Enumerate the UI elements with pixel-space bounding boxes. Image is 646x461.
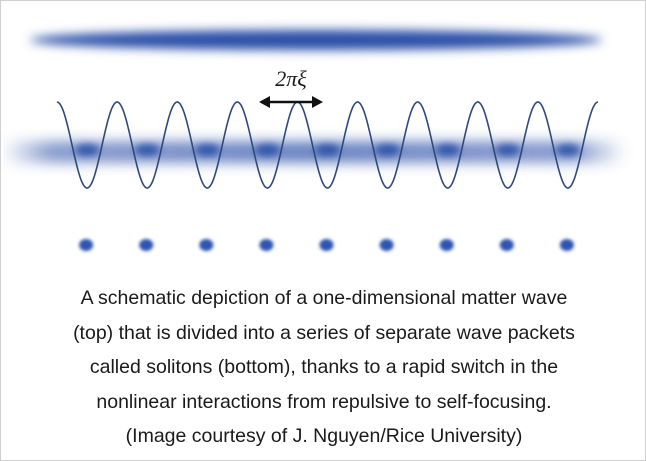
matter-wave-peak xyxy=(495,144,520,156)
caption-line-3: called solitons (bottom), thanks to a ra… xyxy=(89,356,559,378)
matter-wave-peak xyxy=(555,144,580,156)
soliton xyxy=(319,239,334,251)
soliton xyxy=(379,239,394,251)
caption-line-1: A schematic depiction of a one-dimension… xyxy=(80,287,568,309)
soliton xyxy=(199,239,214,251)
matter-wave-peak xyxy=(435,144,460,156)
matter-wave-peak xyxy=(195,144,220,156)
matter-wave-top xyxy=(30,30,602,50)
soliton xyxy=(499,239,514,251)
caption-line-2: (top) that is divided into a series of s… xyxy=(73,321,575,344)
sinusoidal-potential xyxy=(56,101,599,189)
matter-wave-peak xyxy=(375,144,400,156)
schematic-figure: 2πξ xyxy=(2,2,646,272)
matter-wave-peak xyxy=(255,144,280,156)
matter-wave-peak xyxy=(75,144,100,156)
spacing-label: 2πξ xyxy=(275,66,307,91)
matter-wave-peak xyxy=(135,144,160,156)
soliton-train xyxy=(79,239,574,251)
soliton xyxy=(79,239,94,251)
caption-line-4: nonlinear interactions from repulsive to… xyxy=(96,390,552,413)
schematic-svg: 2πξ xyxy=(2,30,626,251)
figure-caption: A schematic depiction of a one-dimension… xyxy=(11,281,637,454)
soliton xyxy=(259,239,274,251)
matter-wave-peak xyxy=(315,144,340,156)
soliton xyxy=(559,239,574,251)
soliton xyxy=(139,239,154,251)
caption-line-5: (Image courtesy of J. Nguyen/Rice Univer… xyxy=(125,425,523,447)
soliton xyxy=(439,239,454,251)
matter-wave-density-peaks xyxy=(75,144,580,156)
spacing-arrow xyxy=(259,96,323,108)
